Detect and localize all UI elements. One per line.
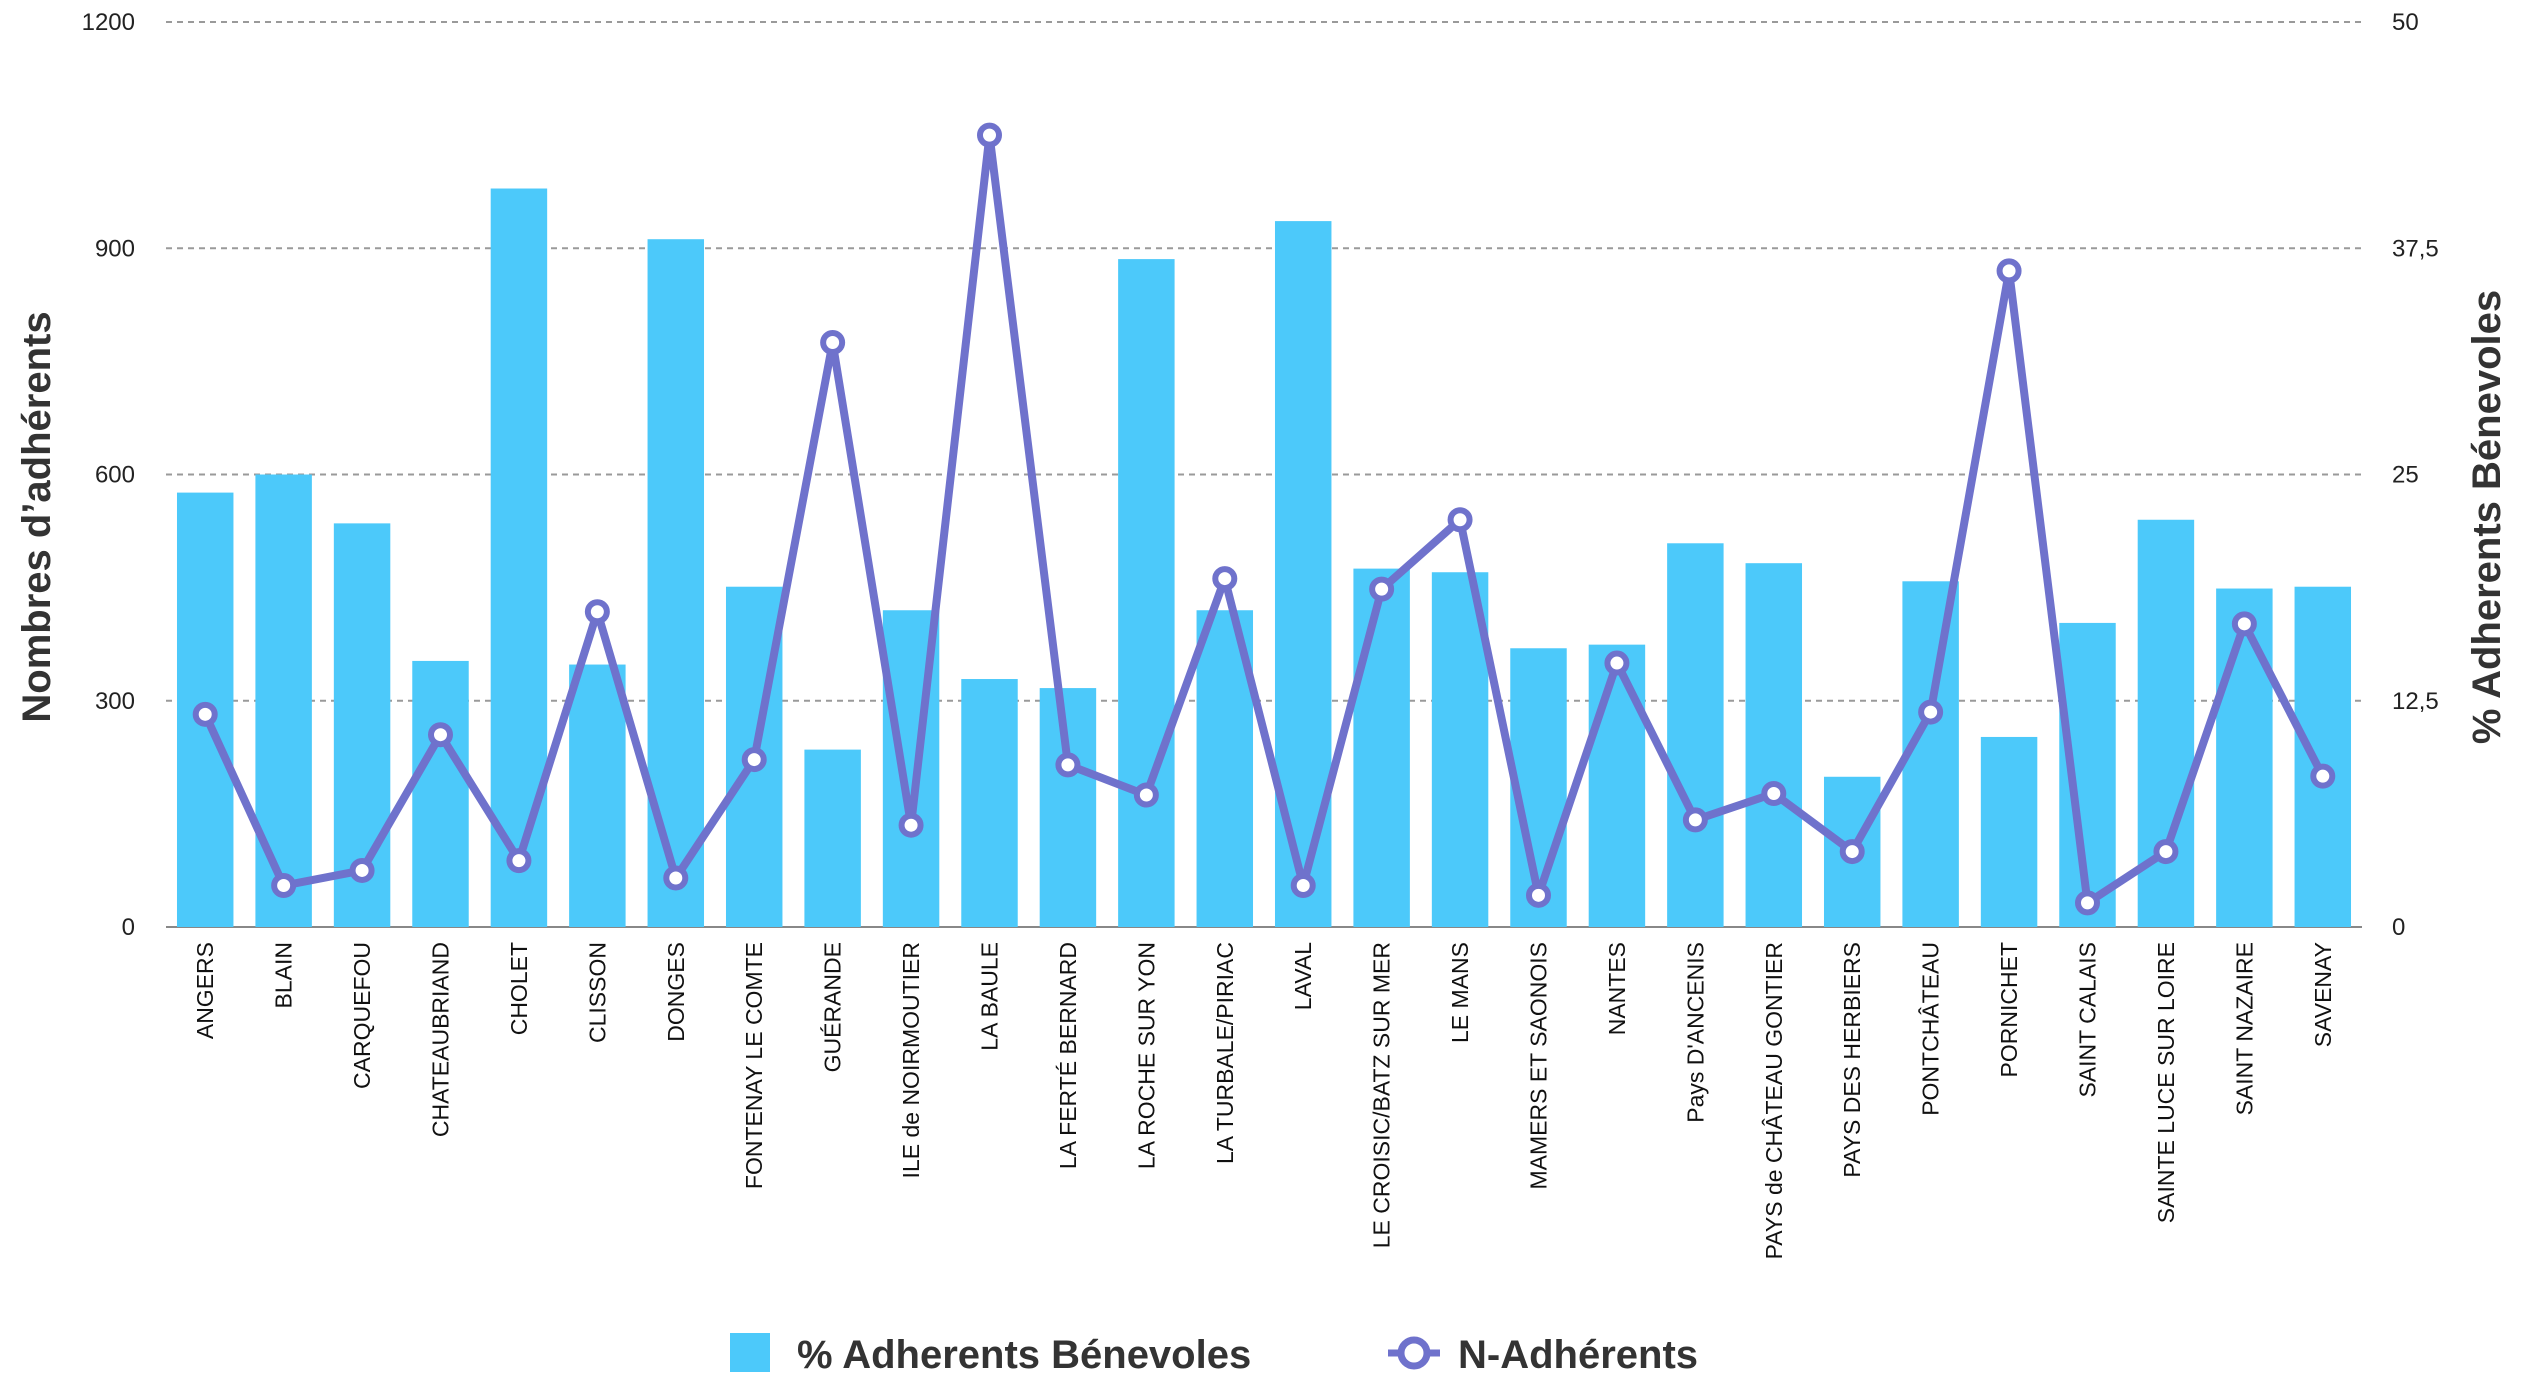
category-label: MAMERS ET SAONOIS <box>1526 942 1552 1190</box>
category-label: CHOLET <box>506 942 532 1035</box>
category-label: DONGES <box>663 942 689 1042</box>
category-label: PONTCHÂTEAU <box>1918 942 1944 1116</box>
y-right-tick-label: 25 <box>2392 462 2419 489</box>
line-point <box>666 868 685 887</box>
category-label: FONTENAY LE COMTE <box>741 942 767 1189</box>
y-left-tick-label: 300 <box>95 688 135 715</box>
category-label: LA FERTÉ BERNARD <box>1055 942 1081 1169</box>
bar <box>2216 589 2272 927</box>
line-point <box>588 602 607 621</box>
bar <box>804 750 860 927</box>
bar <box>1353 569 1409 927</box>
category-label: LAVAL <box>1290 942 1316 1010</box>
bar <box>2295 587 2351 927</box>
bar <box>412 661 468 927</box>
line-point <box>1686 810 1705 829</box>
legend: % Adherents Bénevoles N-Adhérents <box>730 1333 1698 1372</box>
bar <box>961 679 1017 927</box>
category-label: PAYS de CHÂTEAU GONTIER <box>1761 942 1787 1259</box>
category-label: LA BAULE <box>977 942 1003 1051</box>
bar <box>491 189 547 927</box>
category-label: LE MANS <box>1447 942 1473 1043</box>
line-point <box>2313 767 2332 786</box>
bar <box>1746 563 1802 927</box>
bar <box>1118 259 1174 927</box>
category-label: SAINT CALAIS <box>2075 942 2101 1098</box>
category-label: SAVENAY <box>2310 942 2336 1047</box>
category-label: NANTES <box>1604 942 1630 1035</box>
line-point <box>1294 876 1313 895</box>
y-left-tick-label: 600 <box>95 462 135 489</box>
category-label: CLISSON <box>584 942 610 1043</box>
category-label: PORNICHET <box>1996 942 2022 1077</box>
line-point <box>1137 786 1156 805</box>
y-right-tick-label: 37,5 <box>2392 235 2439 262</box>
y-right-tick-label: 12,5 <box>2392 688 2439 715</box>
y-axis-right-title: % Adherents Bénevoles <box>2465 290 2509 744</box>
line-point <box>1372 580 1391 599</box>
category-label: PAYS DES HERBIERS <box>1839 942 1865 1178</box>
y-left-tick-label: 900 <box>95 235 135 262</box>
bar <box>255 475 311 928</box>
line-point <box>1215 569 1234 588</box>
line-point <box>2000 261 2019 280</box>
legend-line-marker <box>1401 1340 1427 1366</box>
bar <box>1589 645 1645 927</box>
line-point <box>1764 784 1783 803</box>
category-label: CHATEAUBRIAND <box>428 942 454 1137</box>
category-label: Pays D'ANCENIS <box>1682 942 1708 1123</box>
line-point <box>1607 654 1626 673</box>
legend-bar-label: % Adherents Bénevoles <box>797 1333 1251 1372</box>
line-point <box>1451 510 1470 529</box>
legend-line-label: N-Adhérents <box>1458 1333 1698 1372</box>
line-point <box>2235 614 2254 633</box>
category-label: ILE de NOIRMOUTIER <box>898 942 924 1178</box>
y-axis-left-title: Nombres d’adhérents <box>15 311 59 722</box>
category-label: SAINT NAZAIRE <box>2231 942 2257 1115</box>
y-right-tick-label: 50 <box>2392 9 2419 36</box>
line-point <box>1058 755 1077 774</box>
line-point <box>1921 703 1940 722</box>
line-point <box>902 816 921 835</box>
line-point <box>274 876 293 895</box>
line-point <box>1843 842 1862 861</box>
bar <box>1040 688 1096 927</box>
category-label: GUÉRANDE <box>820 942 846 1072</box>
line-point <box>509 851 528 870</box>
line-point <box>2078 893 2097 912</box>
category-label: LA ROCHE SUR YON <box>1133 942 1159 1169</box>
category-label: LE CROISIC/BATZ SUR MER <box>1369 942 1395 1248</box>
bar <box>1981 737 2037 927</box>
category-label: BLAIN <box>271 942 297 1008</box>
category-label: SAINTE LUCE SUR LOIRE <box>2153 942 2179 1223</box>
y-right-tick-label: 0 <box>2392 914 2405 941</box>
line-point <box>980 126 999 145</box>
line-point <box>353 861 372 880</box>
category-label: CARQUEFOU <box>349 942 375 1089</box>
category-label: LA TURBALE/PIRIAC <box>1212 942 1238 1164</box>
line-point <box>745 750 764 769</box>
bar <box>569 665 625 927</box>
legend-bar-swatch <box>730 1333 770 1372</box>
y-left-tick-label: 1200 <box>82 9 135 36</box>
line-point <box>196 705 215 724</box>
y-left-tick-label: 0 <box>122 914 135 941</box>
line-point <box>823 333 842 352</box>
bar <box>1667 543 1723 927</box>
category-label: ANGERS <box>192 942 218 1039</box>
line-point <box>1529 886 1548 905</box>
line-point <box>2156 842 2175 861</box>
line-point <box>431 725 450 744</box>
